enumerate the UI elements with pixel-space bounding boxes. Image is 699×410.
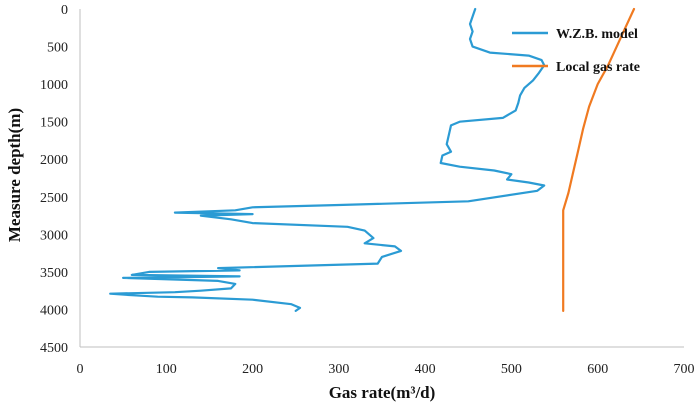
legend-label-local: Local gas rate [556, 60, 640, 75]
y-axis-title: Measure depth(m) [5, 108, 24, 242]
x-tick-label: 200 [242, 362, 263, 377]
x-tick-label: 300 [328, 362, 349, 377]
legend: W.Z.B. model Local gas rate [512, 27, 640, 75]
series-line-local [562, 7, 636, 312]
y-tick-label: 0 [61, 3, 68, 18]
y-tick-label: 2500 [40, 191, 68, 206]
y-tick-label: 3500 [40, 266, 68, 281]
legend-label-wzb: W.Z.B. model [556, 27, 638, 42]
x-tick-label: 100 [156, 362, 177, 377]
y-tick-label: 500 [47, 41, 68, 56]
x-tick-label: 600 [587, 362, 608, 377]
y-tick-label: 3000 [40, 228, 68, 243]
y-tick-label: 4500 [40, 341, 68, 356]
x-axis-title: Gas rate(m³/d) [329, 383, 436, 402]
x-tick-label: 500 [501, 362, 522, 377]
y-tick-label: 1000 [40, 78, 68, 93]
y-tick-label: 2000 [40, 153, 68, 168]
y-tick-label: 4000 [40, 303, 68, 318]
x-axis-title-main: Gas rate(m³/d) [329, 383, 436, 402]
x-tick-label: 400 [415, 362, 436, 377]
y-tick-label: 1500 [40, 116, 68, 131]
x-tick-label: 700 [674, 362, 695, 377]
x-tick-label: 0 [77, 362, 84, 377]
axes: 0 500 1000 1500 2000 2500 3000 3500 4000 4500 0 100… [40, 3, 695, 377]
series-layer [109, 7, 636, 312]
series-line-wzb [109, 7, 546, 312]
